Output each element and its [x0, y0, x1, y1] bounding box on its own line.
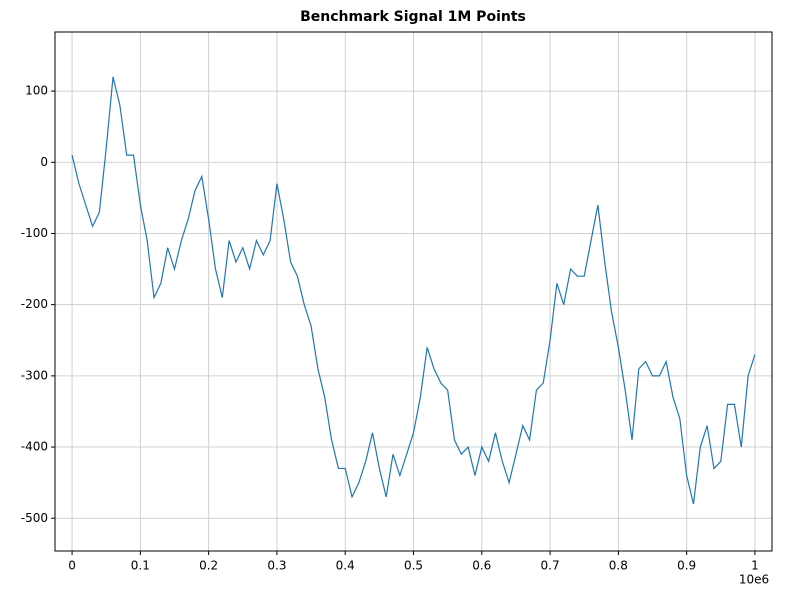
- y-tick-label: 100: [25, 84, 48, 98]
- x-tick-label: 1: [751, 559, 759, 573]
- y-tick-label: 0: [40, 155, 48, 169]
- y-tick-label: -300: [21, 368, 48, 382]
- x-tick-label: 0.6: [472, 559, 491, 573]
- x-tick-label: 0.2: [199, 559, 218, 573]
- x-tick-label: 0.7: [541, 559, 560, 573]
- x-tick-label: 0.5: [404, 559, 423, 573]
- x-tick-label: 0.1: [131, 559, 150, 573]
- y-tick-label: -200: [21, 297, 48, 311]
- x-tick-label: 0.9: [677, 559, 696, 573]
- x-tick-label: 0.3: [267, 559, 286, 573]
- y-tick-label: -500: [21, 511, 48, 525]
- plot-frame: [54, 31, 773, 552]
- y-tick-label: -400: [21, 440, 48, 454]
- line-series: [71, 76, 756, 505]
- x-tick-label: 0: [68, 559, 76, 573]
- x-offset-label: 10e6: [739, 573, 769, 587]
- x-tick-label: 0.8: [609, 559, 628, 573]
- chart-title: Benchmark Signal 1M Points: [300, 9, 526, 25]
- x-tick-label: 0.4: [336, 559, 355, 573]
- y-tick-label: -100: [21, 226, 48, 240]
